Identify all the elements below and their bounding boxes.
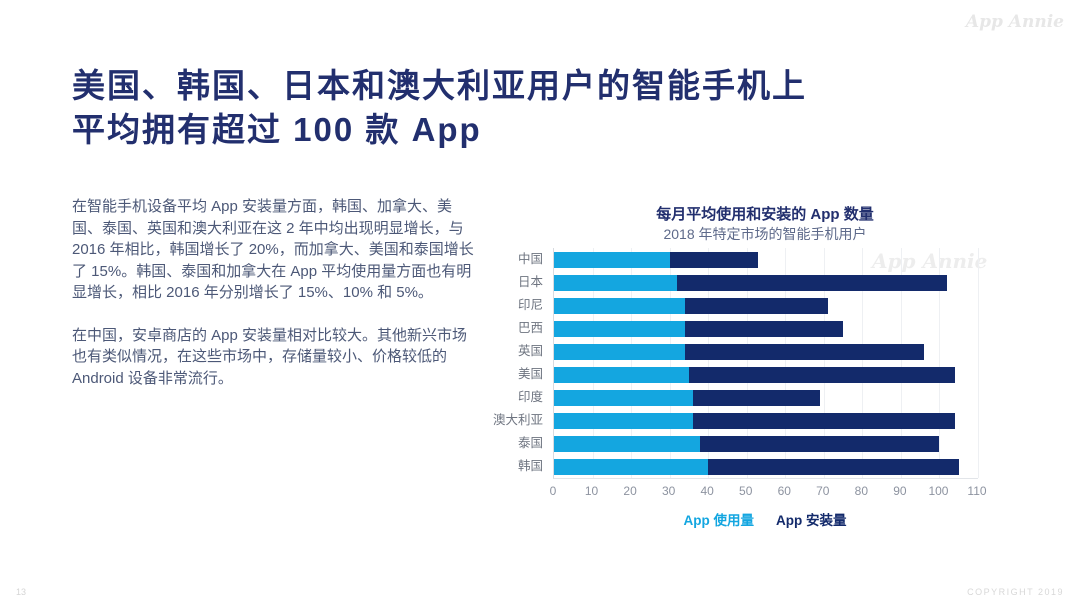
- usage-bar: [554, 435, 701, 452]
- install-bar: [669, 251, 759, 268]
- chart-row-5: [554, 340, 978, 363]
- x-tick-label: 10: [584, 484, 599, 498]
- gridline: [708, 248, 710, 478]
- chart-row-6: [554, 363, 978, 386]
- chart-row-1: [554, 248, 978, 271]
- gridline: [746, 248, 748, 478]
- copyright: COPYRIGHT 2019: [967, 587, 1064, 597]
- x-tick-label: 30: [661, 484, 676, 498]
- x-tick-label: 60: [777, 484, 791, 498]
- chart-title: 每月平均使用和安装的 App 数量: [656, 206, 874, 223]
- install-bar: [685, 320, 844, 337]
- page-number: 13: [16, 587, 27, 597]
- page-title: 美国、韩国、日本和澳大利亚用户的智能手机上 平均拥有超过 100 款 App: [72, 64, 807, 152]
- chart-category-label: 中国: [517, 252, 543, 266]
- chart-row-7: [554, 386, 978, 409]
- chart-category-label: 印度: [517, 390, 543, 404]
- body-text: 在智能手机设备平均 App 安装量方面，韩国、加拿大、美国、泰国、英国和澳大利亚…: [72, 196, 474, 410]
- x-tick-label: 80: [854, 484, 869, 498]
- gridline: [631, 248, 633, 478]
- usage-bar: [554, 458, 709, 475]
- chart-row-2: [554, 271, 978, 294]
- install-bar: [692, 412, 955, 429]
- gridline: [785, 248, 787, 478]
- gridline: [592, 248, 594, 478]
- chart-category-label: 韩国: [517, 459, 543, 473]
- chart-category-label: 英国: [517, 344, 543, 358]
- chart-plot-area: [553, 248, 979, 479]
- install-bar: [685, 297, 828, 314]
- usage-bar: [554, 366, 689, 383]
- usage-bar: [554, 412, 693, 429]
- x-tick-label: 0: [549, 484, 557, 498]
- title-line-2: 平均拥有超过 100 款 App: [72, 111, 482, 148]
- install-bar: [708, 458, 959, 475]
- usage-bar: [554, 274, 678, 291]
- chart-watermark-app-annie: App Annie: [872, 249, 988, 273]
- chart-category-label: 美国: [517, 367, 543, 381]
- gridline: [939, 248, 941, 478]
- title-line-1: 美国、韩国、日本和澳大利亚用户的智能手机上: [72, 67, 807, 104]
- gridline: [862, 248, 864, 478]
- chart-row-9: [554, 432, 978, 455]
- chart-subtitle: 2018 年特定市场的智能手机用户: [663, 226, 867, 242]
- chart-legend: App 使用量 App 安装量: [553, 509, 977, 529]
- x-tick-label: 70: [816, 484, 830, 498]
- chart-row-4: [554, 317, 978, 340]
- install-bar: [685, 343, 925, 360]
- install-bar: [692, 389, 820, 406]
- body-paragraph-2: 在中国，安卓商店的 App 安装量相对比较大。其他新兴市场也有类似情况，在这些市…: [72, 326, 468, 387]
- gridline: [669, 248, 671, 478]
- chart-row-3: [554, 294, 978, 317]
- x-tick-label: 100: [928, 484, 949, 498]
- chart-category-label: 泰国: [517, 436, 543, 450]
- gridline: [978, 248, 979, 478]
- legend-item: App 使用量: [683, 513, 755, 528]
- chart-row-8: [554, 409, 978, 432]
- body-paragraph-1: 在智能手机设备平均 App 安装量方面，韩国、加拿大、美国、泰国、英国和澳大利亚…: [72, 198, 474, 301]
- chart-category-label: 印尼: [517, 298, 543, 312]
- install-bar: [677, 274, 948, 291]
- x-tick-label: 90: [893, 484, 907, 498]
- install-bar: [700, 435, 940, 452]
- chart-x-axis: 0 10 20 30 40 50 60 70 80 90 100 110: [549, 484, 987, 498]
- usage-bar: [554, 251, 670, 268]
- usage-bar: [554, 389, 693, 406]
- chart-category-labels: 中国日本印尼巴西英国美国印度澳大利亚泰国韩国: [430, 248, 543, 478]
- usage-bar: [554, 297, 686, 314]
- chart-category-label: 巴西: [517, 321, 543, 335]
- usage-bar: [554, 343, 686, 360]
- x-tick-label: 110: [967, 484, 987, 498]
- x-tick-label: 20: [623, 484, 637, 498]
- usage-bar: [554, 320, 686, 337]
- app-annie-logo: App Annie: [965, 12, 1064, 32]
- chart-row-10: [554, 455, 978, 478]
- x-tick-label: 40: [700, 484, 714, 498]
- gridline: [823, 248, 825, 478]
- install-bar: [688, 366, 955, 383]
- chart-category-label: 澳大利亚: [492, 413, 543, 427]
- x-tick-label: 50: [739, 484, 753, 498]
- legend-item: App 安装量: [776, 513, 847, 528]
- gridline: [900, 248, 902, 478]
- chart-category-label: 日本: [517, 275, 543, 289]
